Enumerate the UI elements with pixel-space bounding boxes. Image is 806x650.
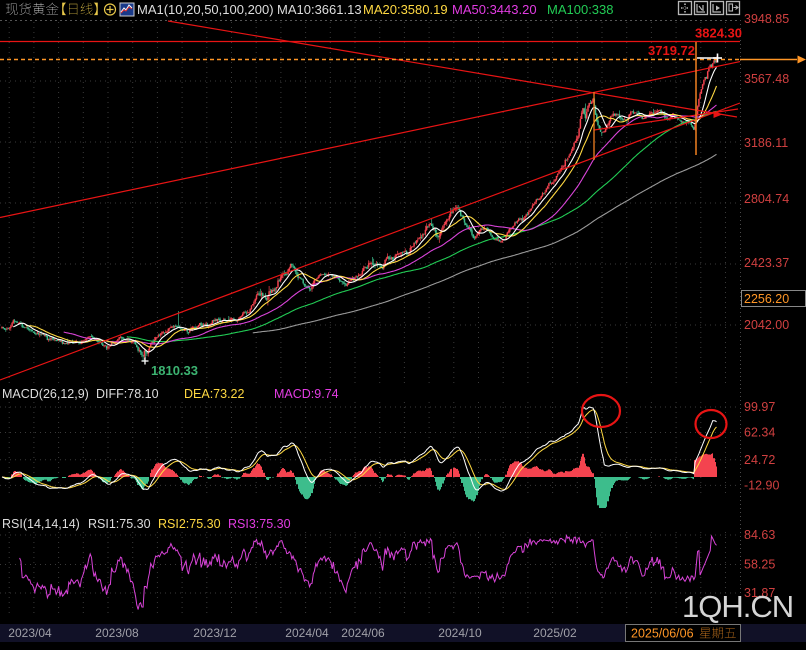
svg-text:MA1(10,20,50,100,200): MA1(10,20,50,100,200) bbox=[137, 2, 274, 17]
svg-text:RSI3:75.30: RSI3:75.30 bbox=[228, 517, 291, 531]
svg-text:58.25: 58.25 bbox=[744, 558, 775, 572]
svg-text:2025/06/06: 2025/06/06 bbox=[631, 627, 694, 641]
svg-text:2804.74: 2804.74 bbox=[744, 192, 789, 206]
svg-text:2023/08: 2023/08 bbox=[95, 626, 139, 640]
svg-text:3186.11: 3186.11 bbox=[744, 136, 788, 150]
svg-text:2024/10: 2024/10 bbox=[438, 626, 482, 640]
svg-text:3719.72: 3719.72 bbox=[648, 43, 695, 58]
svg-text:84.63: 84.63 bbox=[744, 528, 775, 542]
svg-text:MA20:3580.19: MA20:3580.19 bbox=[363, 2, 448, 17]
svg-text:1QH.CN: 1QH.CN bbox=[682, 589, 793, 624]
svg-text:MACD(26,12,9): MACD(26,12,9) bbox=[2, 387, 89, 401]
svg-text:99.97: 99.97 bbox=[744, 400, 775, 414]
svg-text:2023/04: 2023/04 bbox=[8, 626, 52, 640]
svg-text:24.72: 24.72 bbox=[744, 453, 775, 467]
svg-text:2042.00: 2042.00 bbox=[744, 318, 789, 332]
svg-text:MA100:338: MA100:338 bbox=[547, 2, 614, 17]
svg-text:3567.48: 3567.48 bbox=[744, 72, 789, 86]
svg-text:1810.33: 1810.33 bbox=[151, 363, 198, 378]
svg-text:RSI1:75.30: RSI1:75.30 bbox=[88, 517, 151, 531]
svg-text:3824.30: 3824.30 bbox=[695, 26, 742, 41]
svg-text:2024/04: 2024/04 bbox=[285, 626, 329, 640]
svg-text:-12.90: -12.90 bbox=[744, 479, 779, 493]
svg-text:MACD:9.74: MACD:9.74 bbox=[274, 387, 339, 401]
svg-text:RSI2:75.30: RSI2:75.30 bbox=[158, 517, 221, 531]
svg-text:2423.37: 2423.37 bbox=[744, 256, 789, 270]
svg-text:2025/02: 2025/02 bbox=[533, 626, 577, 640]
svg-text:MA10:3661.13: MA10:3661.13 bbox=[277, 2, 362, 17]
svg-text:2024/06: 2024/06 bbox=[341, 626, 385, 640]
svg-text:3948.85: 3948.85 bbox=[744, 12, 789, 26]
svg-text:MA50:3443.20: MA50:3443.20 bbox=[452, 2, 537, 17]
svg-text:62.34: 62.34 bbox=[744, 426, 775, 440]
svg-text:2023/12: 2023/12 bbox=[193, 626, 237, 640]
svg-text:DIFF:78.10: DIFF:78.10 bbox=[96, 387, 159, 401]
svg-text:2256.20: 2256.20 bbox=[744, 292, 789, 306]
svg-text:DEA:73.22: DEA:73.22 bbox=[184, 387, 245, 401]
svg-text:RSI(14,14,14): RSI(14,14,14) bbox=[2, 517, 80, 531]
